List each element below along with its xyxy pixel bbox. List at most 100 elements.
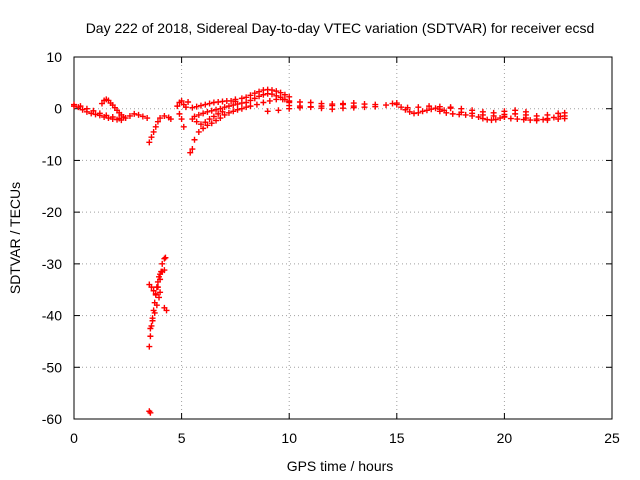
x-tick-label: 25 [604,430,620,446]
y-tick-label: -10 [42,152,62,168]
data-point [103,112,110,119]
data-point [555,110,562,117]
data-point [266,97,273,104]
data-point [79,106,86,113]
data-point [144,115,151,122]
data-point [202,119,209,126]
data-point [217,115,224,122]
data-point [180,123,187,130]
data-point [204,122,211,129]
data-point [318,105,325,112]
data-point [148,284,155,291]
data-point [157,276,164,283]
data-point [550,114,557,121]
x-tick-label: 0 [70,430,78,446]
data-point [286,102,293,109]
data-point [162,254,169,261]
data-point [193,118,200,125]
data-point [151,309,158,316]
data-point [247,97,254,104]
y-tick-label: -50 [42,359,62,375]
data-point [393,101,400,108]
data-point [260,99,267,106]
data-point [247,103,254,110]
data-point [202,101,209,108]
data-point [178,116,185,123]
data-point [189,116,196,123]
data-point [268,91,275,98]
data-point [221,104,228,111]
data-point [251,90,258,97]
chart-title: Day 222 of 2018, Sidereal Day-to-day VTE… [86,20,595,36]
data-point [116,115,123,122]
data-point [243,99,250,106]
data-point [154,118,161,125]
y-tick-label: -40 [42,308,62,324]
data-point [555,116,562,123]
data-point [163,307,170,314]
data-point [383,102,390,109]
data-point [415,109,422,116]
data-point [522,115,529,122]
data-point [185,98,192,105]
data-point [147,409,154,416]
data-point [174,103,181,110]
y-tick-label: -60 [42,411,62,427]
data-point [161,255,168,262]
data-point [83,105,90,112]
data-point [490,112,497,119]
data-point [208,107,215,114]
data-point [92,111,99,118]
y-tick-label: 0 [54,101,62,117]
data-point [167,116,174,123]
data-point [561,109,568,116]
data-point [120,113,127,120]
y-tick-label: -30 [42,256,62,272]
x-tick-label: 15 [389,430,405,446]
data-point [206,100,213,107]
data-point [213,106,220,113]
data-point [153,302,160,309]
data-point [527,117,534,124]
data-point [415,104,422,111]
data-point [225,109,232,116]
data-point [158,268,165,275]
data-point [398,104,405,111]
y-tick-label: 10 [46,49,62,65]
data-point [147,333,154,340]
data-point [350,104,357,111]
data-point [161,112,168,119]
data-point [157,115,164,122]
data-point [340,105,346,112]
data-point [150,287,157,294]
data-point [161,267,168,274]
data-point [217,105,224,112]
data-point [247,92,254,99]
data-point [462,111,469,118]
data-point [146,139,153,146]
data-point [501,113,508,120]
data-point [497,115,504,122]
data-point [251,95,258,102]
data-point [147,325,154,332]
data-point [230,108,237,115]
data-point [71,101,77,108]
data-point [329,106,336,113]
data-point [200,110,207,117]
data-point [191,136,198,143]
data-point [219,108,226,115]
data-point [126,112,133,119]
data-point [156,294,163,301]
data-point [195,111,202,118]
data-point [428,106,435,113]
data-point [544,111,551,118]
data-point [152,290,159,297]
data-point [154,284,161,291]
data-point [514,116,521,123]
data-point [458,109,465,116]
data-point [273,96,280,103]
data-point [131,110,138,117]
data-point [187,149,194,156]
data-point [90,107,97,114]
data-point [206,116,213,123]
